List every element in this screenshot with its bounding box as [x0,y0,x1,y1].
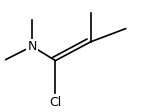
Text: Cl: Cl [49,96,62,109]
Text: N: N [27,40,37,53]
